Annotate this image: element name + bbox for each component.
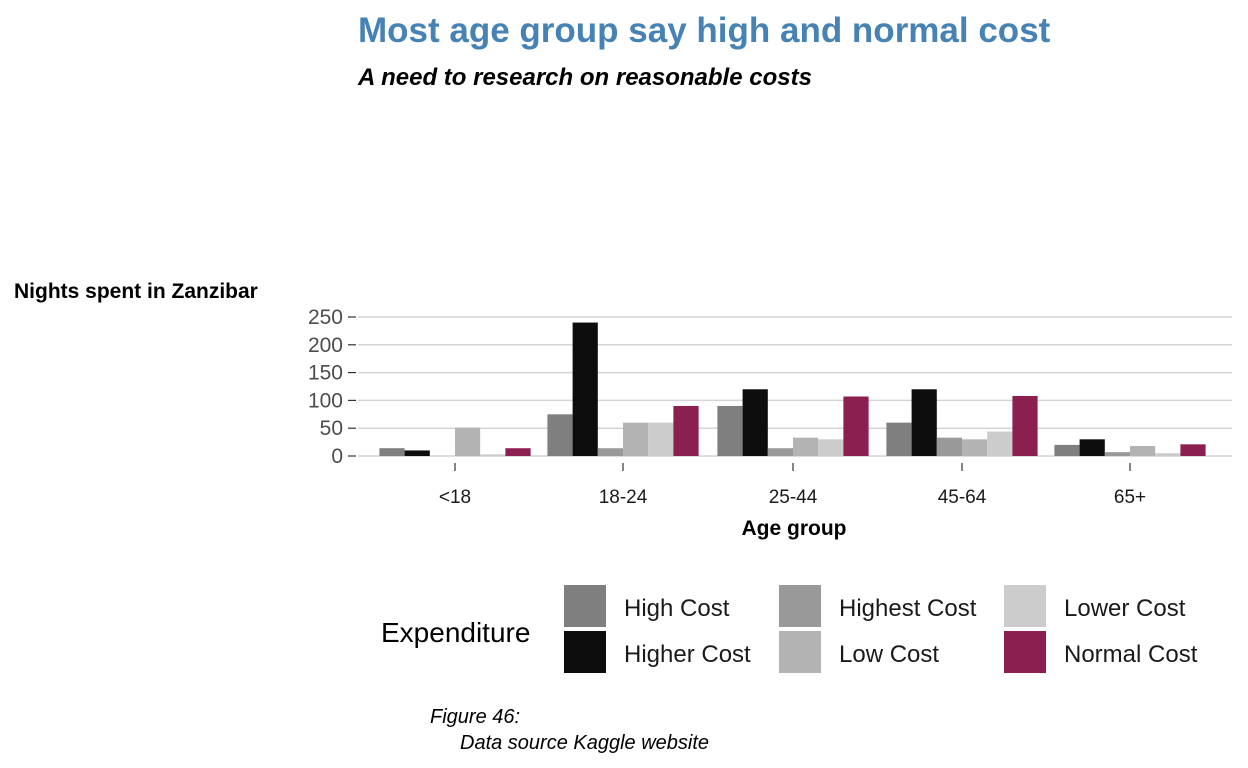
bar-high-cost-0 xyxy=(379,448,405,456)
bar-low-cost-2 xyxy=(793,437,819,456)
x-axis-label: Age group xyxy=(742,517,847,540)
legend: High Cost Higher Cost Highest Cost Low Cost… xyxy=(564,585,1198,673)
y-tick-label-5: 250 xyxy=(308,306,343,329)
legend-label-2: Highest Cost xyxy=(839,595,977,622)
legend-label-5: Normal Cost xyxy=(1064,641,1198,668)
caption-line-1: Figure 46: xyxy=(430,706,520,728)
legend-title: Expenditure xyxy=(381,617,530,648)
chart-subtitle: A need to research on reasonable costs xyxy=(357,64,812,91)
x-tick-label-4: 65+ xyxy=(1114,487,1146,508)
bar-normal-cost-2 xyxy=(843,396,869,456)
y-axis-label: Nights spent in Zanzibar xyxy=(14,280,258,303)
bar-higher-cost-1 xyxy=(572,322,598,456)
bar-lower-cost-0 xyxy=(480,454,506,456)
bar-low-cost-4 xyxy=(1130,445,1156,456)
bar-lower-cost-2 xyxy=(818,439,844,456)
bar-higher-cost-2 xyxy=(742,389,768,456)
y-tick-label-4: 200 xyxy=(308,334,343,357)
bar-highest-cost-3 xyxy=(936,437,962,456)
bar-normal-cost-4 xyxy=(1180,444,1206,456)
y-tick-label-3: 150 xyxy=(308,362,343,385)
bar-high-cost-1 xyxy=(547,414,573,456)
legend-swatch-1 xyxy=(564,631,606,673)
bar-higher-cost-4 xyxy=(1079,439,1105,456)
bar-normal-cost-3 xyxy=(1012,395,1038,456)
y-tick-label-0: 0 xyxy=(331,445,343,468)
legend-swatch-0 xyxy=(564,585,606,627)
legend-label-4: Lower Cost xyxy=(1064,595,1186,622)
bar-low-cost-1 xyxy=(623,422,649,456)
legend-swatch-4 xyxy=(1004,585,1046,627)
bar-high-cost-2 xyxy=(717,405,743,456)
legend-label-0: High Cost xyxy=(624,595,730,622)
legend-swatch-2 xyxy=(779,585,821,627)
bar-lower-cost-1 xyxy=(648,422,674,456)
x-tick-label-0: <18 xyxy=(439,487,471,508)
legend-swatch-5 xyxy=(1004,631,1046,673)
y-tick-label-2: 100 xyxy=(308,389,343,412)
bar-lower-cost-4 xyxy=(1155,453,1181,456)
caption-line-2: Data source Kaggle website xyxy=(460,732,709,754)
bar-normal-cost-1 xyxy=(673,405,699,456)
bars xyxy=(379,322,1206,456)
bar-low-cost-0 xyxy=(455,427,481,456)
bar-highest-cost-1 xyxy=(597,448,623,456)
y-axis-ticks: 0 50 100 150 200 250 xyxy=(308,306,356,468)
bar-highest-cost-2 xyxy=(767,448,793,456)
bar-higher-cost-0 xyxy=(404,450,430,456)
bar-high-cost-3 xyxy=(886,422,912,456)
bar-lower-cost-3 xyxy=(987,431,1013,456)
x-axis-ticks: <18 18-24 25-44 45-64 65+ xyxy=(439,463,1146,508)
x-tick-label-3: 45-64 xyxy=(938,487,987,508)
bar-high-cost-4 xyxy=(1054,444,1080,456)
gridlines xyxy=(358,316,1232,457)
x-tick-label-2: 25-44 xyxy=(769,487,818,508)
legend-label-1: Higher Cost xyxy=(624,641,751,668)
bar-highest-cost-4 xyxy=(1104,452,1130,456)
bar-normal-cost-0 xyxy=(505,448,531,456)
bar-higher-cost-3 xyxy=(911,389,937,456)
legend-swatch-3 xyxy=(779,631,821,673)
legend-label-3: Low Cost xyxy=(839,641,939,668)
bar-low-cost-3 xyxy=(962,439,988,456)
x-tick-label-1: 18-24 xyxy=(599,487,648,508)
chart-title: Most age group say high and normal cost xyxy=(358,11,1051,50)
y-tick-label-1: 50 xyxy=(320,417,343,440)
